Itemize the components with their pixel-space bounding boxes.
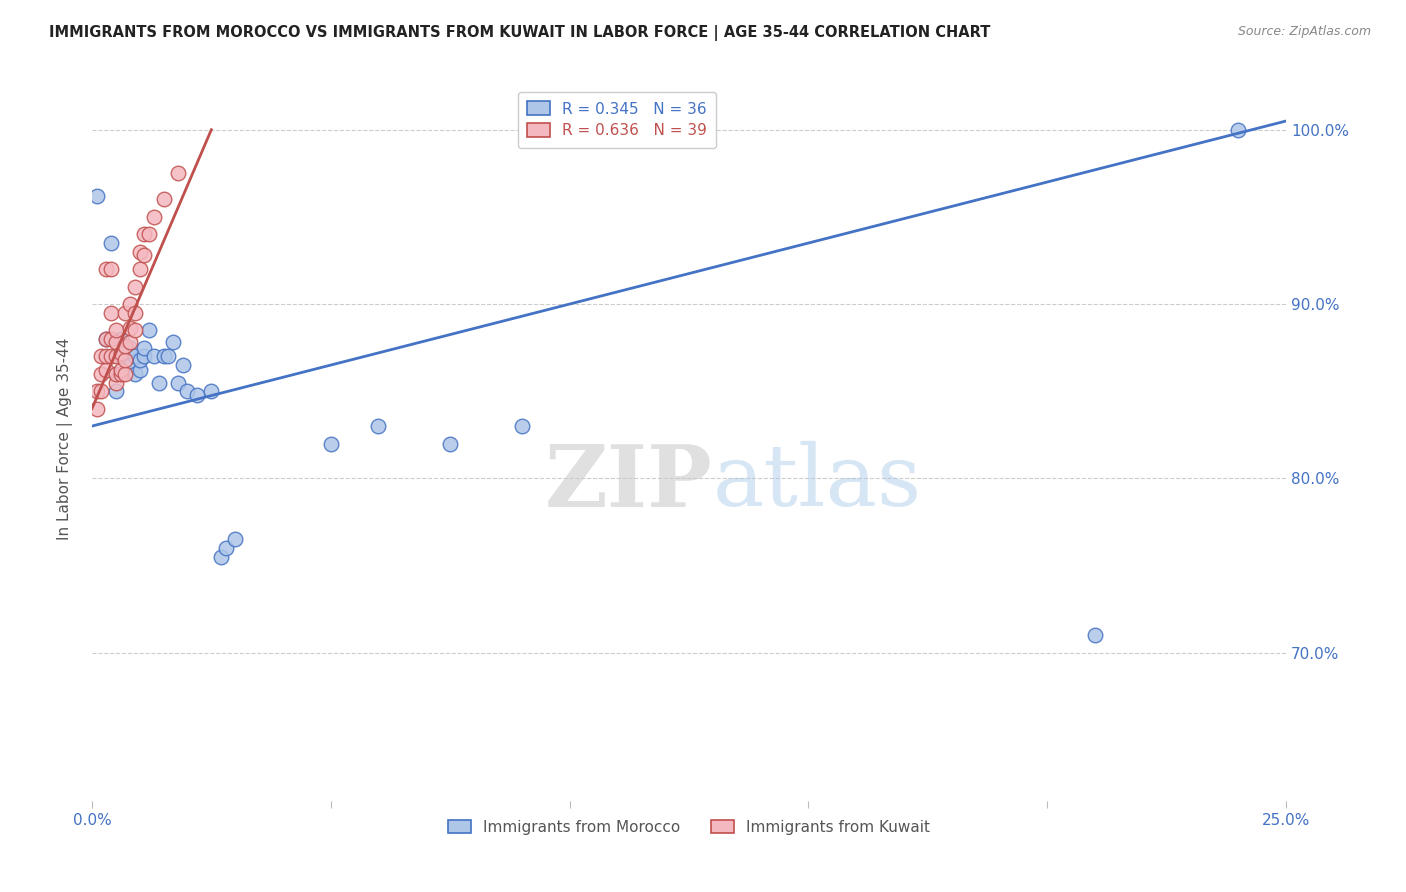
Point (176, 384, 198, 399)
Point (120, 321, 142, 335)
Point (209, 549, 232, 564)
Y-axis label: In Labor Force | Age 35-44: In Labor Force | Age 35-44 (58, 338, 73, 541)
Point (120, 335, 142, 350)
Point (143, 350, 166, 364)
Point (110, 367, 132, 381)
Point (148, 376, 170, 390)
Point (100, 262, 122, 277)
Point (100, 350, 122, 364)
Point (90, 350, 112, 364)
Point (104, 367, 127, 381)
Point (86, 401, 108, 416)
Point (96, 363, 118, 377)
Point (134, 341, 156, 355)
Point (128, 363, 150, 377)
Point (110, 350, 132, 364)
Point (124, 350, 146, 364)
Point (110, 332, 132, 346)
Text: ZIP: ZIP (546, 441, 713, 524)
Point (114, 367, 136, 381)
Point (128, 352, 150, 367)
Point (86, 189, 108, 203)
Point (86, 384, 108, 399)
Point (167, 376, 190, 390)
Point (104, 350, 127, 364)
Point (157, 350, 180, 364)
Point (172, 358, 194, 372)
Point (100, 235, 122, 250)
Point (104, 323, 127, 337)
Point (439, 436, 461, 450)
Point (124, 279, 146, 293)
Point (319, 436, 342, 450)
Point (134, 350, 156, 364)
Point (134, 248, 156, 262)
Point (96, 350, 118, 364)
Point (110, 346, 132, 360)
Text: Source: ZipAtlas.com: Source: ZipAtlas.com (1237, 25, 1371, 38)
Point (124, 367, 146, 381)
Point (104, 335, 127, 350)
Point (104, 384, 127, 399)
Point (167, 166, 190, 180)
Point (124, 306, 146, 320)
Point (367, 419, 389, 434)
Point (100, 306, 122, 320)
Text: IMMIGRANTS FROM MOROCCO VS IMMIGRANTS FROM KUWAIT IN LABOR FORCE | AGE 35-44 COR: IMMIGRANTS FROM MOROCCO VS IMMIGRANTS FR… (49, 25, 991, 41)
Point (96, 332, 118, 346)
Point (104, 367, 127, 381)
Point (90, 367, 112, 381)
Point (162, 335, 184, 350)
Point (114, 341, 136, 355)
Point (114, 339, 136, 353)
Point (114, 306, 136, 320)
Point (120, 341, 142, 355)
Point (224, 533, 246, 547)
Point (128, 262, 150, 277)
Point (214, 541, 236, 555)
Point (114, 352, 136, 367)
Point (200, 384, 222, 399)
Point (120, 297, 142, 311)
Point (152, 350, 174, 364)
Point (104, 376, 127, 390)
Point (124, 323, 146, 337)
Point (138, 227, 160, 242)
Point (110, 363, 132, 377)
Point (134, 227, 156, 242)
Legend: Immigrants from Morocco, Immigrants from Kuwait: Immigrants from Morocco, Immigrants from… (439, 811, 939, 844)
Point (1227, 122, 1250, 136)
Text: atlas: atlas (713, 441, 922, 524)
Point (120, 358, 142, 372)
Point (186, 387, 208, 401)
Point (128, 244, 150, 259)
Point (152, 193, 174, 207)
Point (510, 419, 533, 434)
Point (100, 332, 122, 346)
Point (1084, 628, 1107, 642)
Point (96, 332, 118, 346)
Point (143, 210, 166, 224)
Point (138, 323, 160, 337)
Point (90, 384, 112, 399)
Point (96, 262, 118, 277)
